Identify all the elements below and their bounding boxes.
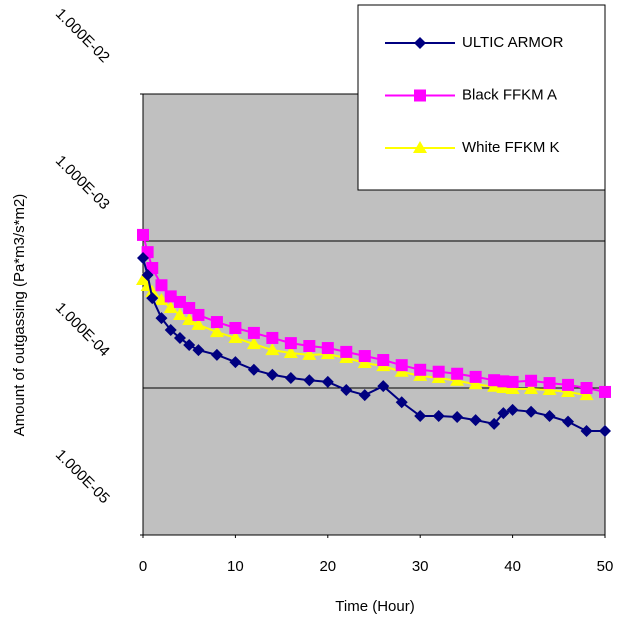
marker <box>164 290 177 303</box>
marker <box>137 228 149 241</box>
marker <box>265 343 280 356</box>
marker <box>183 339 196 352</box>
marker <box>246 337 261 350</box>
marker <box>414 89 426 102</box>
marker <box>469 370 482 383</box>
marker <box>247 363 260 376</box>
marker <box>506 403 519 416</box>
marker <box>432 365 445 378</box>
marker <box>579 388 594 401</box>
marker <box>358 389 371 402</box>
marker <box>283 346 298 359</box>
marker <box>497 375 510 388</box>
marker <box>303 340 316 353</box>
marker <box>172 307 187 320</box>
marker <box>266 331 279 344</box>
marker <box>340 345 353 358</box>
legend <box>357 4 606 191</box>
x-tick-label: 0 <box>139 558 147 575</box>
marker <box>525 405 538 418</box>
marker <box>414 37 426 49</box>
marker <box>468 377 483 390</box>
marker <box>451 410 464 423</box>
y-tick-label: 1.000E-05 <box>52 446 113 507</box>
marker <box>469 414 482 427</box>
marker <box>164 324 177 337</box>
marker <box>229 321 242 334</box>
marker <box>210 316 223 329</box>
x-tick-label: 20 <box>319 558 336 575</box>
marker <box>505 381 520 394</box>
marker <box>303 374 316 387</box>
marker <box>599 424 611 437</box>
marker <box>321 375 334 388</box>
x-axis-title: Time (Hour) <box>335 598 414 615</box>
marker <box>146 292 159 305</box>
x-tick-label: 40 <box>504 558 521 575</box>
marker <box>488 417 501 430</box>
marker <box>497 407 510 420</box>
marker <box>451 367 464 380</box>
marker <box>247 326 260 339</box>
marker <box>377 380 390 393</box>
marker <box>182 313 197 326</box>
marker <box>413 141 427 153</box>
marker <box>395 359 408 372</box>
marker <box>192 344 205 357</box>
marker <box>543 377 556 390</box>
marker <box>395 396 408 409</box>
marker <box>506 375 519 388</box>
marker <box>228 330 243 343</box>
marker <box>525 374 538 387</box>
marker <box>321 342 334 355</box>
x-tick-label: 50 <box>597 558 614 575</box>
marker <box>580 382 593 394</box>
marker <box>358 350 371 363</box>
marker <box>163 301 178 314</box>
marker <box>284 337 297 350</box>
marker <box>340 383 353 396</box>
marker <box>562 378 575 391</box>
marker <box>137 252 149 265</box>
y-axis-title: Amount of outgassing (Pa*m3/s*m2) <box>11 194 28 437</box>
y-tick-label: 1.000E-04 <box>52 299 113 360</box>
marker <box>599 385 611 398</box>
marker <box>191 317 206 330</box>
marker <box>377 354 390 367</box>
marker <box>173 331 186 344</box>
marker <box>155 312 168 325</box>
marker <box>580 424 593 437</box>
x-tick-label: 10 <box>227 558 244 575</box>
marker <box>432 409 445 422</box>
marker <box>145 284 160 297</box>
y-tick-label: 1.000E-02 <box>52 5 113 66</box>
legend-label: White FFKM K <box>462 139 560 156</box>
marker <box>183 302 196 315</box>
marker <box>192 308 205 321</box>
x-tick-label: 30 <box>412 558 429 575</box>
y-tick-label: 1.000E-03 <box>52 152 113 213</box>
marker <box>210 348 223 361</box>
legend-label: Black FFKM A <box>462 86 557 103</box>
marker <box>173 295 186 308</box>
legend-label: ULTIC ARMOR <box>462 34 564 51</box>
marker <box>414 409 427 422</box>
marker <box>561 384 576 397</box>
marker <box>209 325 224 338</box>
marker <box>488 374 501 387</box>
marker <box>266 368 279 381</box>
marker <box>155 279 168 292</box>
marker <box>562 415 575 428</box>
marker <box>302 347 317 360</box>
marker <box>141 269 154 282</box>
marker <box>543 409 556 422</box>
marker <box>284 371 297 384</box>
marker <box>524 381 539 394</box>
marker <box>414 363 427 376</box>
marker <box>229 356 242 369</box>
marker <box>450 373 465 386</box>
